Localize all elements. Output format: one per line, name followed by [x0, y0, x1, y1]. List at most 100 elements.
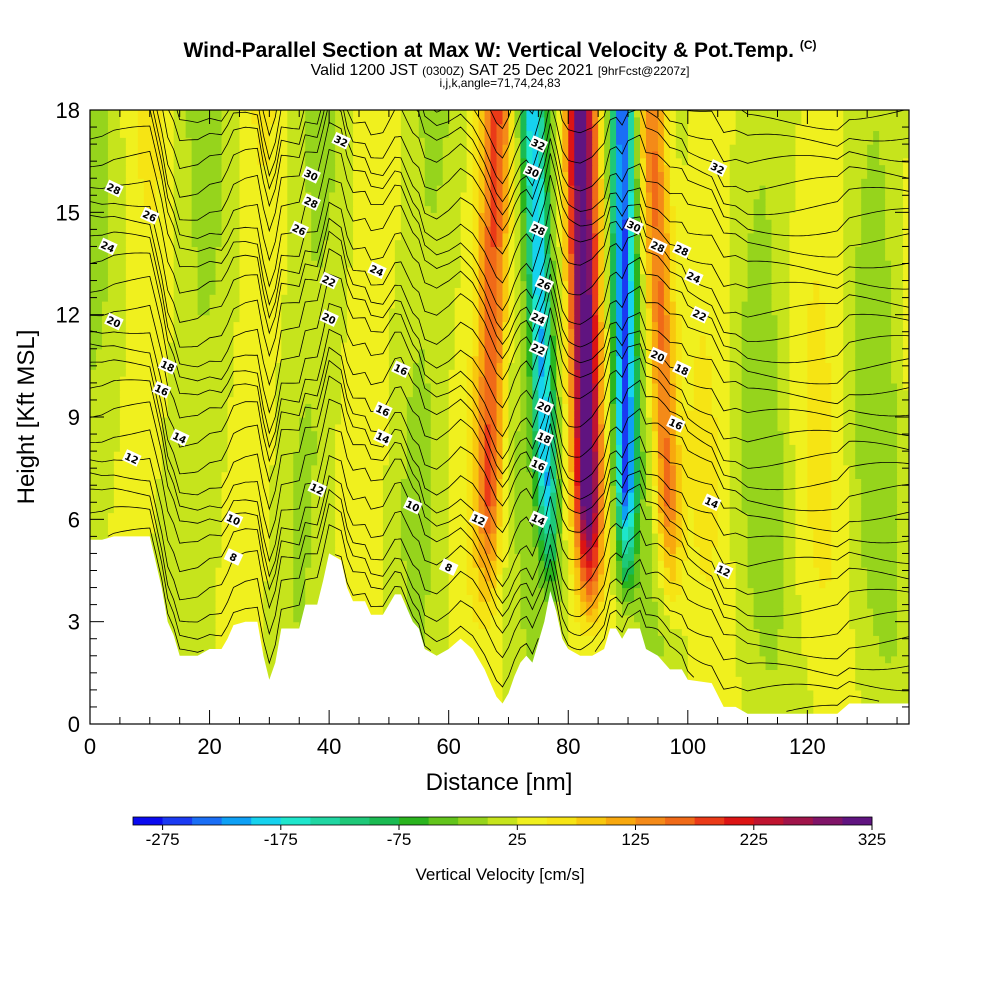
velocity-cell [616, 376, 623, 384]
velocity-cell [580, 492, 593, 500]
velocity-cell [604, 123, 611, 132]
velocity-cell [520, 225, 527, 234]
velocity-cell [574, 423, 581, 432]
velocity-cell [663, 260, 671, 268]
velocity-cell [604, 464, 611, 473]
velocity-cell [783, 451, 797, 459]
velocity-cell [508, 144, 516, 152]
velocity-cell [514, 205, 522, 213]
velocity-cell [382, 519, 402, 527]
theta-contour-line [156, 110, 909, 258]
velocity-cell [580, 457, 593, 466]
velocity-cell [580, 246, 587, 254]
velocity-cell [669, 382, 677, 391]
velocity-cell [616, 294, 623, 302]
velocity-cell [388, 328, 456, 336]
velocity-cell [550, 362, 557, 370]
velocity-cell [430, 464, 450, 473]
velocity-cell [598, 362, 605, 370]
velocity-cell [789, 294, 814, 302]
velocity-cell [639, 478, 647, 486]
velocity-cell [520, 601, 557, 609]
velocity-cell [657, 457, 665, 466]
velocity-cell [335, 444, 390, 452]
velocity-cell [592, 164, 599, 172]
velocity-cell [484, 348, 498, 357]
velocity-cell [484, 171, 492, 179]
velocity-cell [580, 191, 587, 200]
section-params: i,j,k,angle=71,74,24,83 [439, 76, 561, 90]
velocity-cell [729, 273, 749, 282]
velocity-cell [430, 512, 450, 520]
velocity-cell [550, 178, 557, 186]
velocity-cell [663, 341, 671, 350]
velocity-cell [675, 110, 689, 118]
velocity-cell [484, 137, 492, 145]
velocity-cell [843, 451, 856, 459]
velocity-cell [568, 164, 575, 172]
velocity-cell [514, 178, 522, 186]
velocity-cell [556, 417, 563, 425]
velocity-cell [520, 178, 527, 186]
velocity-cell [616, 144, 623, 152]
velocity-cell [466, 553, 474, 561]
velocity-cell [651, 396, 659, 404]
velocity-cell [496, 437, 504, 445]
velocity-cell [502, 178, 510, 186]
velocity-cell [592, 423, 599, 432]
velocity-cell [538, 294, 545, 302]
velocity-cell [669, 212, 677, 220]
velocity-cell [353, 212, 402, 220]
velocity-cell [502, 314, 510, 323]
velocity-cell [496, 246, 504, 254]
velocity-cell [675, 512, 683, 520]
velocity-cell [604, 307, 611, 316]
velocity-cell [759, 191, 767, 200]
velocity-cell [299, 437, 318, 445]
velocity-cell [239, 307, 282, 316]
velocity-cell [580, 348, 593, 357]
velocity-cell [669, 150, 677, 159]
velocity-cell [699, 567, 713, 575]
velocity-cell [634, 239, 641, 248]
velocity-cell [574, 512, 581, 520]
velocity-cell [400, 478, 432, 486]
velocity-cell [454, 328, 474, 336]
velocity-cell [484, 369, 498, 377]
contour-label-bg [690, 305, 710, 324]
theta-contour-line [168, 110, 909, 216]
velocity-cell [526, 417, 533, 425]
velocity-cell [508, 348, 516, 357]
velocity-cell [215, 287, 241, 295]
theta-contour-label: 12 [122, 449, 142, 467]
velocity-cell [777, 314, 791, 323]
velocity-cell [430, 389, 450, 398]
velocity-cell [311, 212, 330, 220]
velocity-cell [616, 437, 623, 445]
velocity-cell [406, 580, 432, 589]
velocity-cell [538, 546, 545, 555]
velocity-cell [478, 150, 486, 159]
velocity-cell [574, 280, 581, 288]
velocity-cell [514, 519, 533, 527]
velocity-cell [616, 198, 623, 207]
velocity-cell [311, 239, 324, 248]
velocity-cell [807, 457, 832, 466]
velocity-cell [448, 110, 468, 118]
velocity-cell [735, 614, 755, 623]
velocity-cell [335, 451, 390, 459]
velocity-cell [580, 355, 593, 364]
velocity-cell [604, 191, 611, 200]
velocity-cell [293, 594, 306, 602]
velocity-cell [651, 389, 659, 398]
velocity-cell [568, 539, 575, 548]
velocity-cell [448, 498, 468, 507]
contour-label-text: 16 [392, 363, 409, 379]
velocity-cell [897, 546, 909, 555]
velocity-cell [717, 539, 731, 548]
velocity-cell [639, 471, 647, 479]
velocity-cell [227, 410, 276, 418]
velocity-cell [729, 280, 749, 288]
velocity-cell [897, 478, 909, 486]
velocity-cell [693, 389, 713, 398]
